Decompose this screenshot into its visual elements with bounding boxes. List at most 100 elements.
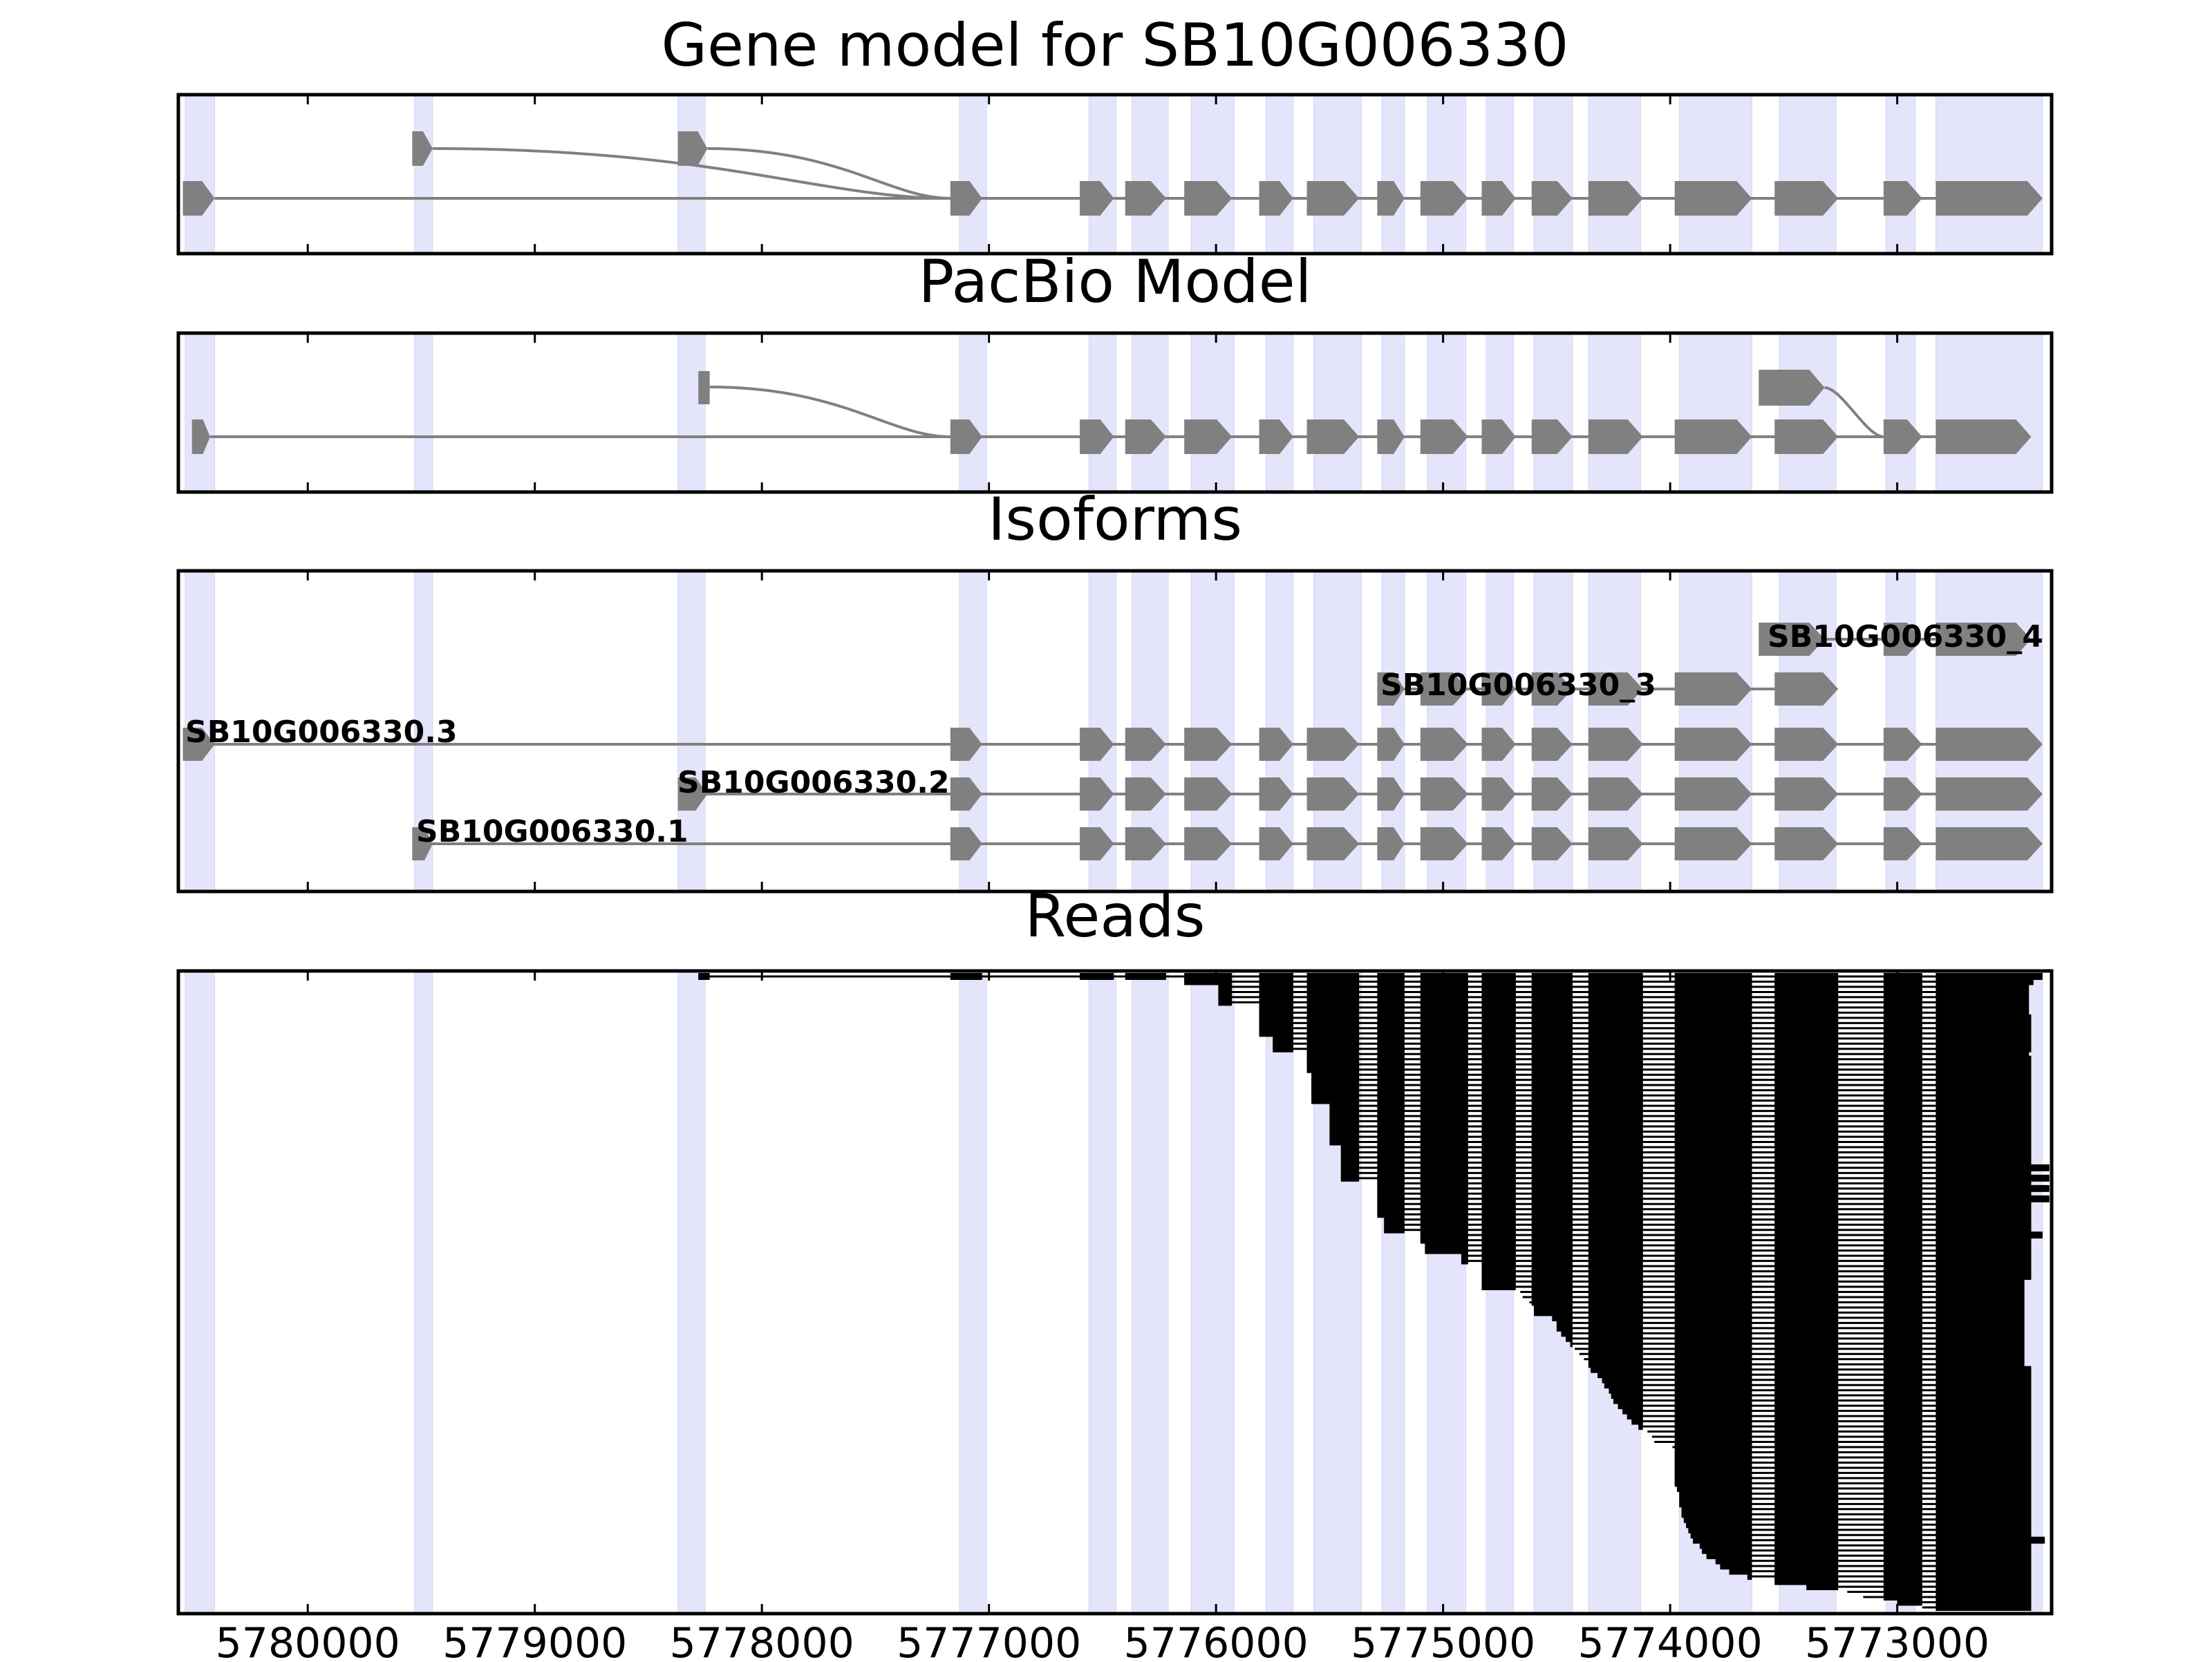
read-block bbox=[1273, 1035, 1293, 1042]
read-block bbox=[1936, 1433, 2032, 1441]
isoform-exon bbox=[1883, 623, 1922, 656]
read-block bbox=[1481, 1263, 1516, 1270]
read-block bbox=[1556, 1319, 1573, 1327]
read-block bbox=[1706, 1552, 1752, 1560]
read-block bbox=[1481, 1247, 1516, 1254]
read bbox=[1259, 1024, 2032, 1032]
read bbox=[1329, 1133, 2032, 1140]
read-block bbox=[1883, 983, 1922, 990]
isoform-exon bbox=[1184, 827, 1232, 860]
read-block bbox=[1611, 1392, 1643, 1399]
x-tick-label: 5780000 bbox=[216, 1619, 400, 1659]
highlight-region bbox=[1132, 94, 1169, 254]
read-block bbox=[1936, 1035, 2032, 1042]
read-block bbox=[1481, 1061, 1516, 1068]
read-block bbox=[1674, 1402, 1752, 1410]
read-block bbox=[1674, 1003, 1752, 1011]
read-block bbox=[1936, 1267, 2032, 1275]
read bbox=[1806, 1583, 2032, 1591]
read bbox=[1588, 1361, 2025, 1368]
isoform-exon bbox=[1774, 672, 1839, 706]
read-block bbox=[1774, 1448, 1839, 1456]
read-block bbox=[1377, 1200, 1405, 1208]
read-block bbox=[1883, 1562, 1922, 1570]
read bbox=[1570, 1340, 2025, 1348]
read-block bbox=[1420, 1071, 1468, 1079]
isoform-exon bbox=[1259, 777, 1293, 811]
read-block bbox=[1936, 1334, 2025, 1342]
isoform-exon bbox=[182, 728, 215, 761]
read-block bbox=[1774, 1562, 1839, 1570]
read-block bbox=[1883, 1003, 1922, 1011]
read-block bbox=[1883, 1019, 1922, 1027]
read-block bbox=[1588, 1309, 1643, 1316]
read-block bbox=[1774, 1221, 1839, 1229]
read-block bbox=[1774, 1526, 1839, 1533]
read bbox=[1561, 1330, 2025, 1337]
read-block bbox=[1377, 1117, 1405, 1125]
read-block bbox=[1883, 1407, 1922, 1415]
read-block bbox=[1674, 1236, 1752, 1244]
read-block bbox=[1883, 1174, 1922, 1182]
read-block bbox=[1936, 1324, 2025, 1332]
read-block bbox=[1883, 1334, 1922, 1342]
read-block bbox=[1306, 1014, 1360, 1021]
read-block bbox=[1677, 1484, 1752, 1492]
read-block bbox=[1531, 1045, 1573, 1052]
read-block bbox=[1936, 999, 2030, 1006]
read-block bbox=[1481, 988, 1516, 996]
read-block bbox=[1883, 1505, 1922, 1513]
pacbio-exon bbox=[1531, 419, 1573, 454]
read-block bbox=[1306, 1055, 1360, 1063]
read-block bbox=[1883, 1076, 1922, 1084]
read bbox=[1690, 1531, 2032, 1539]
read-block bbox=[1531, 1267, 1573, 1275]
read-block bbox=[1774, 1169, 1839, 1177]
read-block bbox=[1588, 1061, 1643, 1068]
isoform-track: SB10G006330.2 bbox=[677, 765, 2043, 811]
isoform-exon bbox=[1588, 672, 1643, 706]
read-block bbox=[1674, 1407, 1752, 1415]
isoform-exon bbox=[1481, 672, 1516, 706]
read-block bbox=[1936, 1174, 2050, 1182]
read-block bbox=[1774, 1071, 1839, 1079]
read-block bbox=[1774, 1402, 1839, 1410]
gene-model-exon bbox=[950, 181, 982, 216]
read bbox=[1863, 1594, 2032, 1601]
read-block bbox=[1674, 1123, 1752, 1131]
read-block bbox=[1674, 1102, 1752, 1110]
read bbox=[1681, 1505, 2032, 1513]
read-block bbox=[1883, 1133, 1922, 1140]
read-block bbox=[1774, 1407, 1839, 1415]
read-block bbox=[1936, 1303, 2025, 1311]
read-block bbox=[1883, 1371, 1922, 1379]
read-block bbox=[1883, 1350, 1922, 1358]
read-block bbox=[1936, 1397, 2032, 1404]
read-block bbox=[1936, 1583, 2032, 1591]
read-block bbox=[1936, 1459, 2032, 1466]
read-block bbox=[1774, 1113, 1839, 1120]
read-block bbox=[1883, 1552, 1922, 1560]
read-block bbox=[1774, 1505, 1839, 1513]
read bbox=[1306, 1050, 2030, 1058]
isoform-exon bbox=[1883, 777, 1922, 811]
read-block bbox=[1377, 1102, 1405, 1110]
read-block bbox=[1481, 1200, 1516, 1208]
read-block bbox=[1774, 1293, 1839, 1301]
read-block bbox=[1883, 1531, 1922, 1539]
highlight-region bbox=[1381, 332, 1405, 493]
read-block bbox=[1883, 1444, 1922, 1451]
pacbio-exon bbox=[1936, 419, 2032, 454]
read-block bbox=[1936, 1319, 2025, 1327]
read bbox=[1683, 1515, 2032, 1523]
read-block bbox=[1674, 1417, 1752, 1425]
read-block bbox=[1420, 1169, 1468, 1177]
read-block bbox=[1883, 1319, 1922, 1327]
read-block bbox=[1883, 1402, 1922, 1410]
read-block bbox=[1481, 1143, 1516, 1151]
read-block bbox=[1774, 1423, 1839, 1430]
read-block bbox=[1588, 1195, 1643, 1202]
read-block bbox=[1329, 1123, 1360, 1131]
read-block bbox=[1377, 999, 1405, 1006]
read bbox=[1677, 1484, 2032, 1492]
